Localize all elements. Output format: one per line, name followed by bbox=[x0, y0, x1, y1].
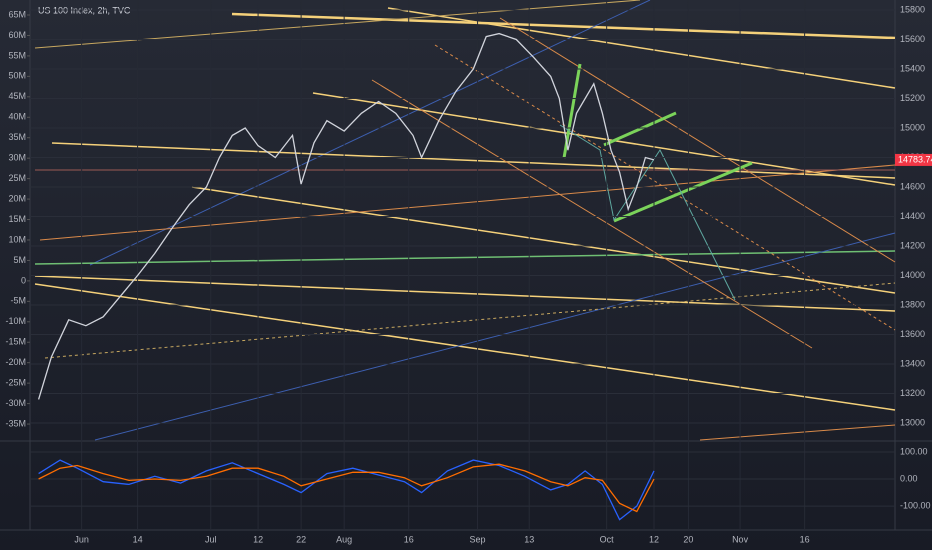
y-tick-label: 15200 bbox=[900, 93, 925, 103]
trend-line bbox=[499, 17, 896, 263]
y2-tick-label: -25M bbox=[5, 378, 26, 388]
y-tick-label: 15600 bbox=[900, 34, 925, 44]
trend-line bbox=[94, 232, 896, 441]
y-tick-label: 14600 bbox=[900, 181, 925, 191]
y2-tick-label: 15M bbox=[8, 214, 26, 224]
x-tick-label: 13 bbox=[524, 534, 534, 544]
y2-tick-label: 10M bbox=[8, 234, 26, 244]
trend-line bbox=[39, 164, 896, 241]
trend-line bbox=[51, 142, 896, 179]
x-tick-label: Nov bbox=[732, 534, 749, 544]
price-line bbox=[37, 32, 655, 400]
y-tick-label: 15800 bbox=[900, 4, 925, 14]
y2-tick-label: 50M bbox=[8, 71, 26, 81]
y2-tick-label: 55M bbox=[8, 50, 26, 60]
channel-line bbox=[603, 111, 677, 147]
y-tick-label: 13400 bbox=[900, 358, 925, 368]
y2-tick-label: 45M bbox=[8, 91, 26, 101]
y2-tick-label: 60M bbox=[8, 30, 26, 40]
y2-tick-label: 5M bbox=[13, 255, 26, 265]
x-tick-label: 12 bbox=[649, 534, 659, 544]
price-label-bg bbox=[895, 153, 932, 166]
trend-line bbox=[699, 424, 896, 441]
x-tick-label: Oct bbox=[600, 534, 615, 544]
y-tick-label: 14400 bbox=[900, 211, 925, 221]
x-tick-label: Jun bbox=[74, 534, 89, 544]
indicator-line bbox=[38, 463, 655, 513]
y2-tick-label: 65M bbox=[8, 9, 26, 19]
y2-tick-label: 0 bbox=[21, 275, 26, 285]
y-tick-label: -100.00 bbox=[900, 500, 931, 510]
y2-tick-label: -10M bbox=[5, 316, 26, 326]
y-tick-label: 14200 bbox=[900, 240, 925, 250]
y-tick-label: 13600 bbox=[900, 329, 925, 339]
trend-line bbox=[44, 282, 896, 359]
y-tick-label: 13800 bbox=[900, 299, 925, 309]
y2-tick-label: -35M bbox=[5, 418, 26, 428]
y-tick-label: 100.00 bbox=[900, 446, 928, 456]
x-tick-label: Jul bbox=[205, 534, 217, 544]
y2-tick-label: -20M bbox=[5, 357, 26, 367]
x-tick-label: 12 bbox=[253, 534, 263, 544]
x-tick-label: 16 bbox=[800, 534, 810, 544]
x-tick-label: Aug bbox=[336, 534, 352, 544]
y-tick-label: 15000 bbox=[900, 122, 925, 132]
y-tick-label: 0.00 bbox=[900, 473, 918, 483]
y2-tick-label: -5M bbox=[11, 296, 27, 306]
y-tick-label: 13200 bbox=[900, 388, 925, 398]
y2-tick-label: -30M bbox=[5, 398, 26, 408]
x-tick-label: 20 bbox=[683, 534, 693, 544]
y-tick-label: 13000 bbox=[900, 417, 925, 427]
y2-tick-label: 35M bbox=[8, 132, 26, 142]
trend-line bbox=[231, 12, 896, 40]
price-label: 14783.74 bbox=[898, 154, 932, 164]
y2-tick-label: 20M bbox=[8, 193, 26, 203]
y2-tick-label: 25M bbox=[8, 173, 26, 183]
y-tick-label: 14000 bbox=[900, 270, 925, 280]
x-tick-label: 14 bbox=[133, 534, 143, 544]
y-tick-label: 15400 bbox=[900, 63, 925, 73]
trend-line bbox=[371, 79, 813, 349]
x-tick-label: Sep bbox=[470, 534, 486, 544]
trend-line bbox=[387, 7, 896, 89]
channel-line bbox=[613, 161, 753, 223]
pattern-line bbox=[559, 124, 736, 301]
trend-lines bbox=[34, 0, 896, 441]
y2-tick-label: 40M bbox=[8, 112, 26, 122]
trend-line bbox=[89, 0, 651, 266]
x-tick-label: 22 bbox=[296, 534, 306, 544]
x-tick-label: 16 bbox=[404, 534, 414, 544]
trend-line bbox=[34, 250, 896, 265]
y2-tick-label: 30M bbox=[8, 153, 26, 163]
y2-tick-label: -15M bbox=[5, 337, 26, 347]
